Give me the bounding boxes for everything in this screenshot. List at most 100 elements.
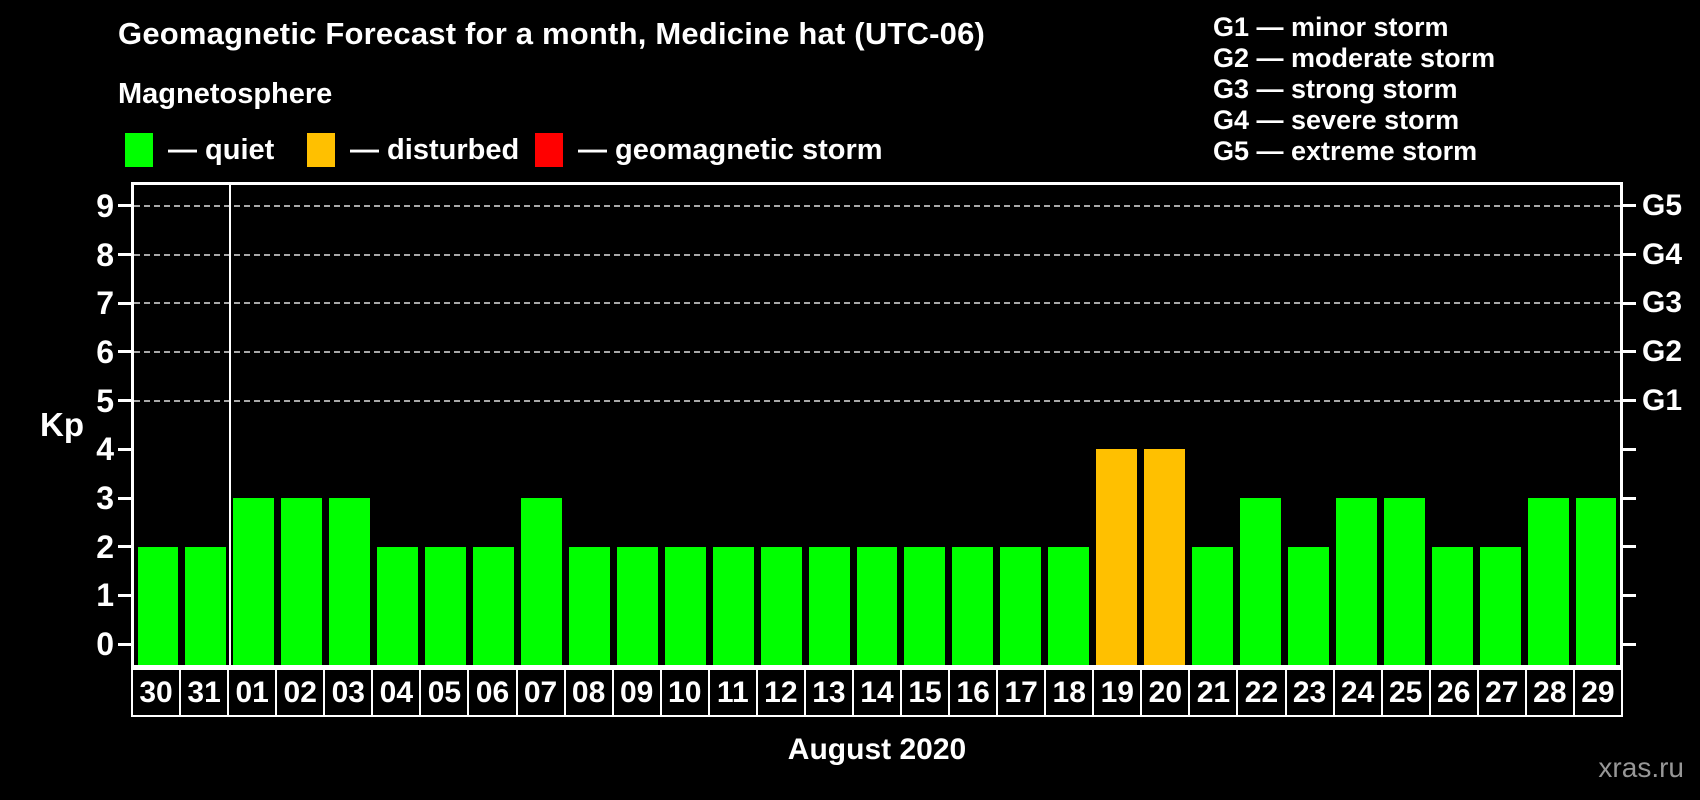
g-legend-line: G3 — strong storm [1213,74,1458,104]
day-label-cell: 01 [227,668,278,717]
g-axis-label-G5: G5 [1642,188,1683,222]
y-tick-label: 9 [96,187,114,224]
storm-color-swatch [535,133,563,167]
chart-title: Geomagnetic Forecast for a month, Medici… [118,16,986,51]
legend-item-storm: — geomagnetic storm [535,131,883,169]
kp-bar-day-04 [377,546,419,665]
day-label-cell: 28 [1524,668,1575,717]
kp-bar-day-30 [137,546,179,665]
right-axis-tick [1623,496,1636,500]
day-label-cell: 13 [803,668,854,717]
day-label-cell: 11 [707,668,758,717]
g-scale-legend: G1 — minor storm G2 — moderate storm G3 … [1213,12,1495,167]
kp-bar-day-25 [1383,498,1425,665]
right-axis-tick [1623,204,1636,208]
y-axis-tick [118,399,131,403]
day-label-cell: 15 [900,668,951,717]
y-axis-tick [118,253,131,257]
g-legend-line: G1 — minor storm [1213,12,1449,42]
day-label-cell: 25 [1380,668,1431,717]
day-label-cell: 22 [1236,668,1287,717]
kp-bar-day-15 [904,546,946,665]
day-label-cell: 08 [563,668,614,717]
day-label-cell: 29 [1572,668,1623,717]
y-tick-label: 6 [96,333,114,370]
kp-bar-day-18 [1048,546,1090,665]
y-tick-label: 7 [96,285,114,322]
kp-bar-day-14 [856,546,898,665]
month-separator [228,185,231,665]
day-label-cell: 16 [948,668,999,717]
quiet-color-swatch [125,133,153,167]
kp-bar-day-05 [425,546,467,665]
y-axis-tick [118,642,131,646]
y-tick-label: 8 [96,236,114,273]
right-axis-tick [1623,642,1636,646]
day-label-cell: 05 [419,668,470,717]
day-label-cell: 04 [371,668,422,717]
day-label-cell: 07 [515,668,566,717]
watermark: xras.ru [1598,752,1684,783]
legend-item-disturbed: — disturbed [307,131,519,169]
day-label-cell: 03 [323,668,374,717]
day-label-cell: 02 [275,668,326,717]
kp-bar-day-07 [520,498,562,665]
kp-bar-day-03 [329,498,371,665]
y-tick-label: 5 [96,382,114,419]
right-axis-tick [1623,399,1636,403]
kp-bar-day-28 [1527,498,1569,665]
g-axis-label-G1: G1 [1642,383,1683,417]
kp-bar-day-12 [760,546,802,665]
right-axis-tick [1623,447,1636,451]
day-label-cell: 21 [1188,668,1239,717]
y-tick-label: 2 [96,528,114,565]
kp-bar-day-21 [1192,546,1233,665]
y-axis-tick [118,447,131,451]
right-axis-tick [1623,545,1636,549]
gridline-kp-8 [134,253,1620,256]
magnetosphere-label: Magnetosphere [118,78,333,110]
day-label-cell: 19 [1092,668,1143,717]
kp-bar-day-09 [616,546,658,665]
kp-bar-day-06 [473,546,514,665]
kp-bar-day-29 [1575,498,1617,665]
g-legend-line: G2 — moderate storm [1213,43,1496,73]
kp-bar-day-20 [1144,449,1186,665]
day-label-cell: 20 [1140,668,1191,717]
day-label-cell: 09 [611,668,662,717]
y-axis-tick [118,496,131,500]
status-legend: — quiet — disturbed — geomagnetic storm [0,131,1700,169]
y-axis-tick [118,350,131,354]
legend-item-label: — quiet [168,133,275,166]
day-label-cell: 23 [1284,668,1335,717]
y-tick-label: 1 [96,577,114,614]
kp-bar-day-17 [1000,546,1042,665]
day-label-cell: 06 [467,668,518,717]
kp-bar-day-19 [1096,449,1138,665]
day-label-cell: 18 [1044,668,1095,717]
gridline-kp-5 [134,399,1620,402]
y-axis-tick [118,593,131,597]
gridline-kp-9 [134,204,1620,207]
kp-bar-day-24 [1335,498,1377,665]
y-axis-tick [118,301,131,305]
kp-bar-day-31 [185,546,227,665]
kp-bar-day-22 [1240,498,1281,665]
x-axis-title: August 2020 [787,733,967,766]
g-axis-label-G2: G2 [1642,334,1683,368]
right-axis-tick [1623,593,1636,597]
day-label-cell: 12 [755,668,806,717]
right-axis-tick [1623,350,1636,354]
kp-bar-day-27 [1479,546,1521,665]
kp-bar-day-16 [952,546,994,665]
day-label-cell: 17 [996,668,1047,717]
g-legend-line: G4 — severe storm [1213,105,1460,135]
gridline-kp-6 [134,350,1620,353]
kp-bar-day-02 [281,498,323,665]
day-label-cell: 14 [851,668,902,717]
x-axis-day-row: 30 31 01 02 03 04 05 06 07 08 09 10 11 12 13 14 15 16 17 18… [131,668,1623,717]
g-axis-label-G3: G3 [1642,286,1683,320]
kp-bar-day-26 [1431,546,1473,665]
day-label-cell: 24 [1332,668,1383,717]
